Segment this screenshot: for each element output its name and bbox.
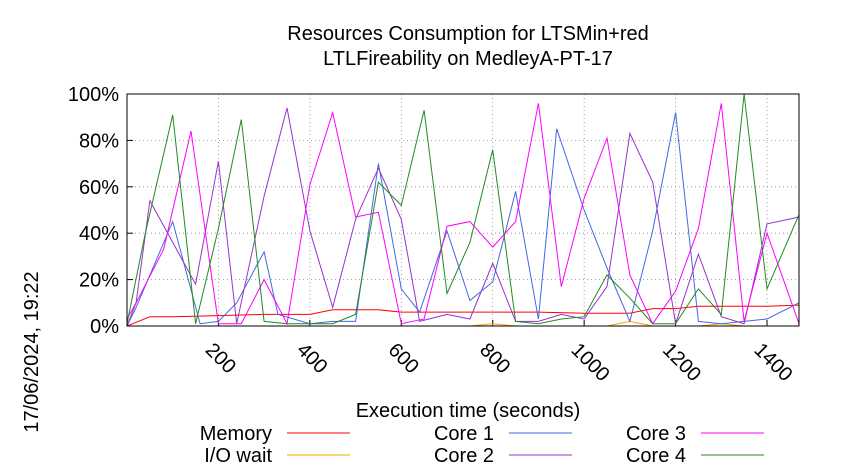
plot-frame xyxy=(126,93,800,327)
grid xyxy=(127,94,799,326)
x-tick-label: 1200 xyxy=(658,339,705,386)
legend-label-i-o-wait: I/O wait xyxy=(204,445,272,467)
series-line-core-1 xyxy=(126,112,800,327)
x-axis-label: Execution time (seconds) xyxy=(356,400,581,422)
legend-label-core-1: Core 1 xyxy=(434,423,494,445)
chart-subtitle: LTLFireability on MedleyA-PT-17 xyxy=(323,48,613,70)
y-tick-label: 60% xyxy=(79,177,119,199)
timestamp: 17/06/2024, 19:22 xyxy=(21,271,43,432)
x-tick-label: 400 xyxy=(292,339,331,378)
y-tick-label: 0% xyxy=(90,316,119,338)
x-tick-label: 1000 xyxy=(567,339,614,386)
legend: Memory Core 1 Core 3 I/O wait Core 2 Core 4 xyxy=(200,423,764,467)
y-tick-label: 40% xyxy=(79,223,119,245)
y-tick-label: 80% xyxy=(79,130,119,152)
x-tick-label: 800 xyxy=(475,339,514,378)
legend-label-memory: Memory xyxy=(200,423,272,445)
legend-label-core-4: Core 4 xyxy=(626,445,686,467)
x-tick-label: 600 xyxy=(384,339,423,378)
series-line-core-2 xyxy=(126,107,800,327)
y-tick-label: 20% xyxy=(79,270,119,292)
legend-label-core-3: Core 3 xyxy=(626,423,686,445)
y-axis: 0% 20% 40% 60% 80% 100% xyxy=(68,84,133,338)
x-axis: 200 400 600 800 1000 1200 1400 xyxy=(201,320,796,386)
series-lines xyxy=(126,93,800,327)
chart-title: Resources Consumption for LTSMin+red xyxy=(287,23,648,45)
x-tick-label: 200 xyxy=(201,339,240,378)
series-line-memory xyxy=(126,304,800,327)
series-line-core-4 xyxy=(126,93,800,325)
y-tick-label: 100% xyxy=(68,84,119,106)
series-line-core-3 xyxy=(126,103,800,326)
legend-label-core-2: Core 2 xyxy=(434,445,494,467)
x-tick-label: 1400 xyxy=(749,339,796,386)
